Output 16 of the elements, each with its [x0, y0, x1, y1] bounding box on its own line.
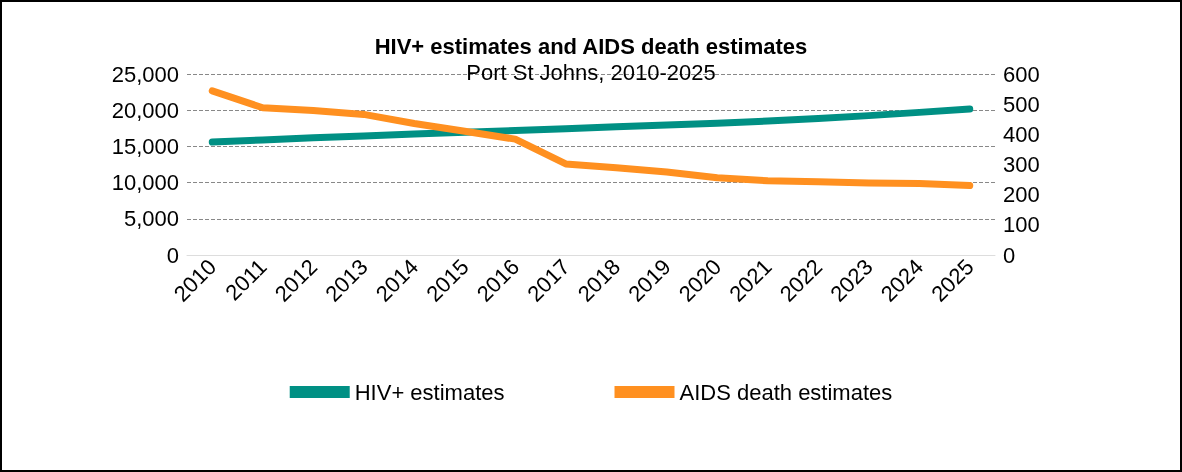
legend-label: AIDS death estimates — [679, 379, 893, 405]
y-tick-label: 25,000 — [111, 61, 179, 87]
legend-label: HIV+ estimates — [354, 379, 505, 405]
y-tick-label: 5,000 — [123, 206, 179, 232]
y2-tick-label: 0 — [1003, 242, 1016, 268]
y-tick-label: 20,000 — [111, 97, 179, 123]
y-tick-label: 10,000 — [111, 170, 179, 196]
chart-title: HIV+ estimates and AIDS death estimates — [374, 33, 808, 59]
y2-tick-label: 100 — [1003, 212, 1040, 238]
y-tick-label: 15,000 — [111, 133, 179, 159]
y2-tick-label: 600 — [1003, 61, 1040, 87]
chart-subtitle: Port St Johns, 2010-2025 — [466, 59, 716, 85]
y2-tick-label: 400 — [1003, 121, 1040, 147]
y2-tick-label: 300 — [1003, 152, 1040, 177]
y2-tick-label: 200 — [1003, 182, 1040, 208]
y2-tick-label: 500 — [1003, 91, 1040, 117]
